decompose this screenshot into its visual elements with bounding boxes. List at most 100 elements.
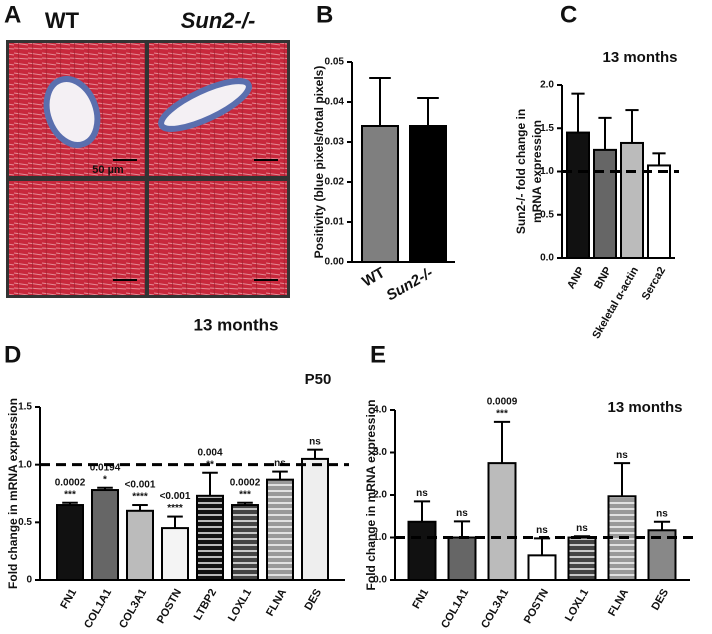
significance: ns [309, 436, 321, 447]
caption: 13 months [193, 315, 278, 334]
bar [647, 164, 671, 260]
significance: **** [167, 503, 183, 514]
significance: ns [536, 525, 548, 536]
histology-image [149, 181, 287, 295]
panel-letter: E [370, 341, 386, 368]
y-tick-label: 0 [26, 575, 32, 586]
y-tick-label: 0.05 [325, 57, 345, 68]
bar [231, 504, 259, 581]
group-label: Sun2-/- [181, 8, 256, 33]
bar [361, 125, 399, 263]
bar [266, 478, 294, 581]
significance: ns [616, 450, 628, 461]
bar [301, 457, 329, 581]
significance: *** [239, 489, 251, 500]
significance: ns [456, 508, 468, 519]
x-tick-label: FN1 [58, 587, 79, 611]
group-label: WT [45, 8, 80, 33]
histology-image [9, 181, 145, 295]
y-tick-label: 0.00 [325, 257, 345, 268]
bar [161, 527, 189, 581]
y-tick-label: 0.0 [540, 253, 554, 264]
x-tick-label: COL3A1 [117, 587, 149, 631]
significance: ns [656, 508, 668, 519]
y-tick-label: 1.0 [540, 166, 554, 177]
y-tick-label: 3.0 [373, 447, 387, 458]
p-value: 0.0194 [90, 462, 121, 473]
chart-title: P50 [305, 371, 332, 388]
x-tick-label: LOXL1 [226, 587, 254, 624]
x-tick-label: POSTN [522, 587, 551, 626]
y-axis-label: Fold change in mRNA expression [6, 398, 20, 589]
y-tick-label: 0.03 [325, 137, 345, 148]
x-tick-label: FN1 [410, 587, 431, 611]
x-tick-label: WT [359, 264, 388, 290]
x-tick-label: DES [649, 587, 671, 613]
significance: **** [132, 492, 148, 503]
vessel [43, 76, 101, 148]
bar [567, 536, 597, 581]
x-tick-label: COL1A1 [82, 587, 114, 631]
bar [407, 520, 437, 582]
p-value: 0.0009 [487, 397, 518, 408]
x-tick-label: Sun2-/- [383, 264, 436, 304]
vessel [158, 78, 252, 132]
panel-letter: B [316, 1, 333, 28]
chart-title: 13 months [602, 49, 677, 66]
bar [196, 494, 224, 582]
p-value: <0.001 [160, 491, 191, 502]
significance: *** [64, 489, 76, 500]
bar [487, 462, 517, 581]
significance: ns [576, 523, 588, 534]
y-axis-label: Positivity (blue pixels/total pixels) [312, 66, 326, 259]
y-tick-label: 0.0 [373, 575, 387, 586]
significance: *** [496, 409, 508, 420]
x-tick-label: FLNA [606, 587, 631, 618]
bar [409, 125, 447, 263]
x-tick-label: COL3A1 [479, 587, 511, 631]
y-tick-label: 0.5 [18, 517, 32, 528]
significance: ** [206, 459, 214, 470]
bar [447, 536, 477, 581]
bar [566, 131, 590, 259]
x-tick-label: DES [302, 587, 324, 613]
x-tick-label: LOXL1 [563, 587, 591, 624]
y-tick-label: 1.0 [18, 459, 32, 470]
y-axis-label: Sun2-/- fold change in [514, 109, 528, 234]
p-value: 0.004 [197, 447, 222, 458]
scale-label: 50 µm [92, 164, 124, 176]
panel-letter: D [4, 341, 21, 368]
x-tick-label: BNP [592, 265, 614, 291]
x-tick-label: POSTN [155, 587, 184, 626]
y-tick-label: 0.02 [325, 177, 345, 188]
y-tick-label: 0.01 [325, 217, 345, 228]
chart-title: 13 months [607, 399, 682, 416]
x-tick-label: COL1A1 [439, 587, 471, 631]
p-value: 0.0002 [230, 477, 261, 488]
x-tick-label: ANP [565, 265, 587, 291]
y-tick-label: 2.0 [540, 80, 554, 91]
panel-letter: A [4, 1, 21, 28]
x-tick-label: LTBP2 [192, 587, 219, 622]
bar [126, 509, 154, 581]
bar [56, 504, 84, 581]
p-value: 0.0002 [55, 477, 86, 488]
bar [527, 554, 557, 581]
y-tick-label: 1.0 [373, 532, 387, 543]
p-value: <0.001 [125, 480, 156, 491]
y-tick-label: 1.5 [540, 123, 554, 134]
panel-letter: C [560, 1, 577, 28]
y-tick-label: 0.04 [325, 97, 345, 108]
significance: * [103, 474, 107, 485]
y-tick-label: 0.5 [540, 209, 554, 220]
x-tick-label: Serca2 [640, 265, 668, 302]
bar [593, 148, 617, 259]
significance: ns [416, 488, 428, 499]
y-axis-label: Fold change in mRNA expression [364, 400, 378, 591]
bar [620, 141, 644, 259]
y-tick-label: 2.0 [373, 490, 387, 501]
y-axis-label: mRNA expression [530, 120, 544, 223]
bar [91, 489, 119, 582]
